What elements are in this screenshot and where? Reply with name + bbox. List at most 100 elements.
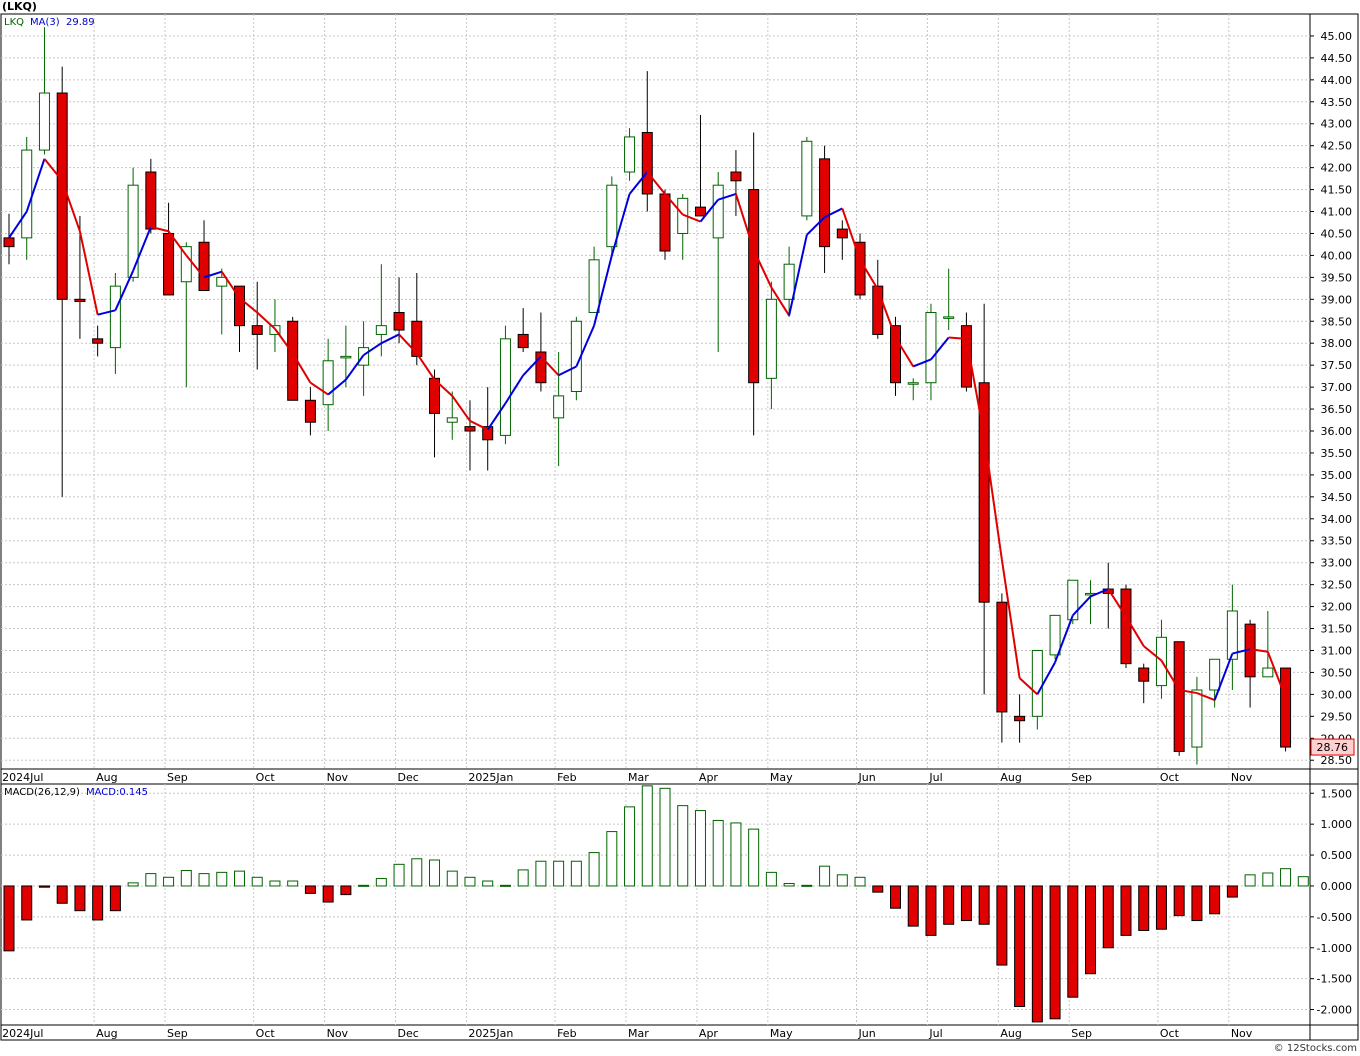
ma-segment (486, 402, 507, 431)
ma-segment (78, 231, 99, 315)
macd-bar-positive (1297, 876, 1309, 887)
month-label: Feb (557, 771, 576, 784)
macd-bar-positive (375, 878, 387, 887)
macd-bar-positive (588, 852, 600, 887)
ma-segment (734, 193, 755, 251)
month-label: Sep (1071, 771, 1092, 784)
month-label: Dec (398, 771, 419, 784)
candle-down (730, 171, 742, 182)
ma-segment (220, 271, 241, 299)
macd-bar-positive (429, 859, 441, 887)
macd-bar-positive (677, 805, 689, 887)
price-tick-label: 34.00 (1321, 513, 1353, 526)
macd-tick-label: 1.000 (1321, 818, 1353, 831)
candle-down (1280, 667, 1292, 748)
candle-down (996, 601, 1008, 713)
ma-segment (522, 355, 542, 376)
candle-up (588, 259, 600, 313)
ma-segment (97, 309, 116, 316)
ma-segment (415, 352, 436, 381)
legend-ma-value: 29.89 (66, 17, 95, 28)
ma-segment (203, 270, 223, 279)
macd-tick-label: 0.500 (1321, 849, 1353, 862)
last-price-box (1310, 738, 1355, 756)
month-label: Mar (628, 1027, 649, 1040)
macd-bar-negative (996, 885, 1008, 966)
price-tick-label: 42.00 (1321, 162, 1353, 175)
price-tick-label: 35.00 (1321, 469, 1353, 482)
candle-down (92, 338, 104, 344)
legend-symbol: LKQ (4, 17, 24, 28)
ma-segment (363, 342, 382, 356)
candle-down (393, 311, 405, 331)
ma-segment (1090, 588, 1109, 598)
macd-bar-positive (145, 873, 157, 887)
macd-bar-negative (1191, 885, 1203, 922)
ma-segment (1000, 559, 1021, 679)
candle-up (38, 92, 50, 151)
month-label: Aug (96, 1027, 117, 1040)
macd-bar-positive (482, 880, 494, 887)
price-tick-label: 37.50 (1321, 359, 1353, 372)
month-label: Nov (1231, 771, 1253, 784)
candle-down (74, 298, 86, 303)
macd-legend-title: MACD(26,12,9) (4, 787, 80, 798)
month-label: Nov (327, 771, 349, 784)
month-label: Aug (1000, 1027, 1021, 1040)
macd-bar-negative (1014, 885, 1026, 1007)
macd-bar-positive (358, 884, 370, 887)
macd-bar-positive (446, 870, 458, 887)
ma-segment (309, 381, 329, 396)
ma-segment (1160, 660, 1181, 691)
macd-tick-label: -0.500 (1317, 911, 1352, 924)
month-label: 2025Jan (468, 771, 513, 784)
last-price-label: 28.76 (1317, 741, 1349, 754)
price-tick-label: 29.50 (1321, 710, 1353, 723)
macd-bar-positive (287, 880, 299, 887)
ma-segment (593, 255, 613, 326)
price-tick-label: 44.50 (1321, 52, 1353, 65)
ma-segment (469, 420, 489, 431)
price-tick-label: 39.00 (1321, 293, 1353, 306)
candle-down (836, 228, 848, 239)
macd-bar-positive (464, 876, 476, 887)
candle-down (1120, 588, 1132, 665)
macd-bar-positive (393, 863, 405, 887)
month-label: Oct (1160, 771, 1180, 784)
candle-up (127, 184, 139, 278)
ma-segment (380, 333, 400, 345)
macd-bar-negative (960, 885, 972, 922)
macd-bar-positive (641, 785, 653, 887)
ma-segment (238, 297, 258, 314)
ma-segment (504, 374, 525, 404)
ma-segment (61, 180, 81, 232)
macd-bar-negative (925, 885, 937, 936)
macd-bar-negative (1155, 885, 1167, 930)
macd-bar-positive (748, 828, 760, 887)
month-label: Jul (928, 1027, 942, 1040)
macd-bar-negative (1102, 885, 1114, 949)
price-tick-label: 38.00 (1321, 337, 1353, 350)
macd-bar-negative (890, 885, 901, 909)
macd-bar-positive (1244, 874, 1256, 887)
price-tick-label: 41.00 (1321, 206, 1353, 219)
macd-bar-negative (1226, 885, 1238, 898)
legend-ma-label: MA(3) (30, 17, 60, 28)
ma-segment (930, 336, 950, 361)
macd-bar-positive (836, 874, 848, 887)
macd-bar-positive (535, 860, 547, 887)
month-label: May (770, 1027, 793, 1040)
candle-up (1067, 579, 1079, 621)
macd-bar-negative (1067, 885, 1079, 998)
macd-tick-label: -1.000 (1317, 942, 1352, 955)
ma-segment (841, 208, 861, 261)
candle-down (978, 382, 990, 603)
macd-bar-positive (517, 869, 529, 887)
month-label: May (770, 771, 793, 784)
macd-bar-negative (322, 885, 334, 903)
candle-up (340, 355, 352, 359)
ma-segment (558, 365, 577, 377)
candle-up (553, 395, 565, 419)
ma-segment (1196, 692, 1216, 702)
